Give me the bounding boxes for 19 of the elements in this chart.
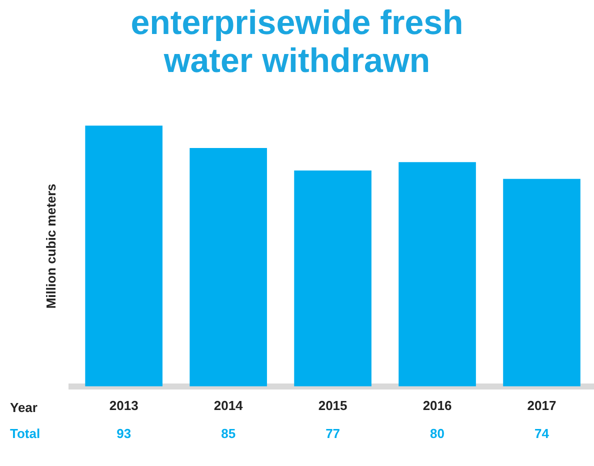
x-tick-label: 2015 bbox=[318, 398, 348, 413]
y-axis-title: Million cubic meters bbox=[43, 184, 58, 309]
data-label: 93 bbox=[116, 426, 132, 441]
chart-title: enterprisewide fresh water withdrawn bbox=[130, 4, 464, 80]
data-label: 74 bbox=[534, 426, 550, 441]
bar bbox=[398, 162, 476, 386]
data-label: 80 bbox=[430, 426, 445, 441]
bar bbox=[190, 148, 267, 386]
bar bbox=[503, 178, 580, 386]
bar bbox=[294, 170, 372, 386]
data-label: 77 bbox=[326, 426, 340, 441]
x-tick-label: 2016 bbox=[422, 398, 452, 413]
x-tick-label: 2017 bbox=[527, 398, 556, 413]
x-axis-title: Year bbox=[10, 400, 38, 415]
x-tick-label: 2013 bbox=[109, 398, 138, 413]
x-tick-label: 2014 bbox=[214, 398, 244, 413]
bar bbox=[85, 126, 162, 386]
data-label: 85 bbox=[221, 426, 236, 441]
text: Total bbox=[10, 426, 40, 441]
